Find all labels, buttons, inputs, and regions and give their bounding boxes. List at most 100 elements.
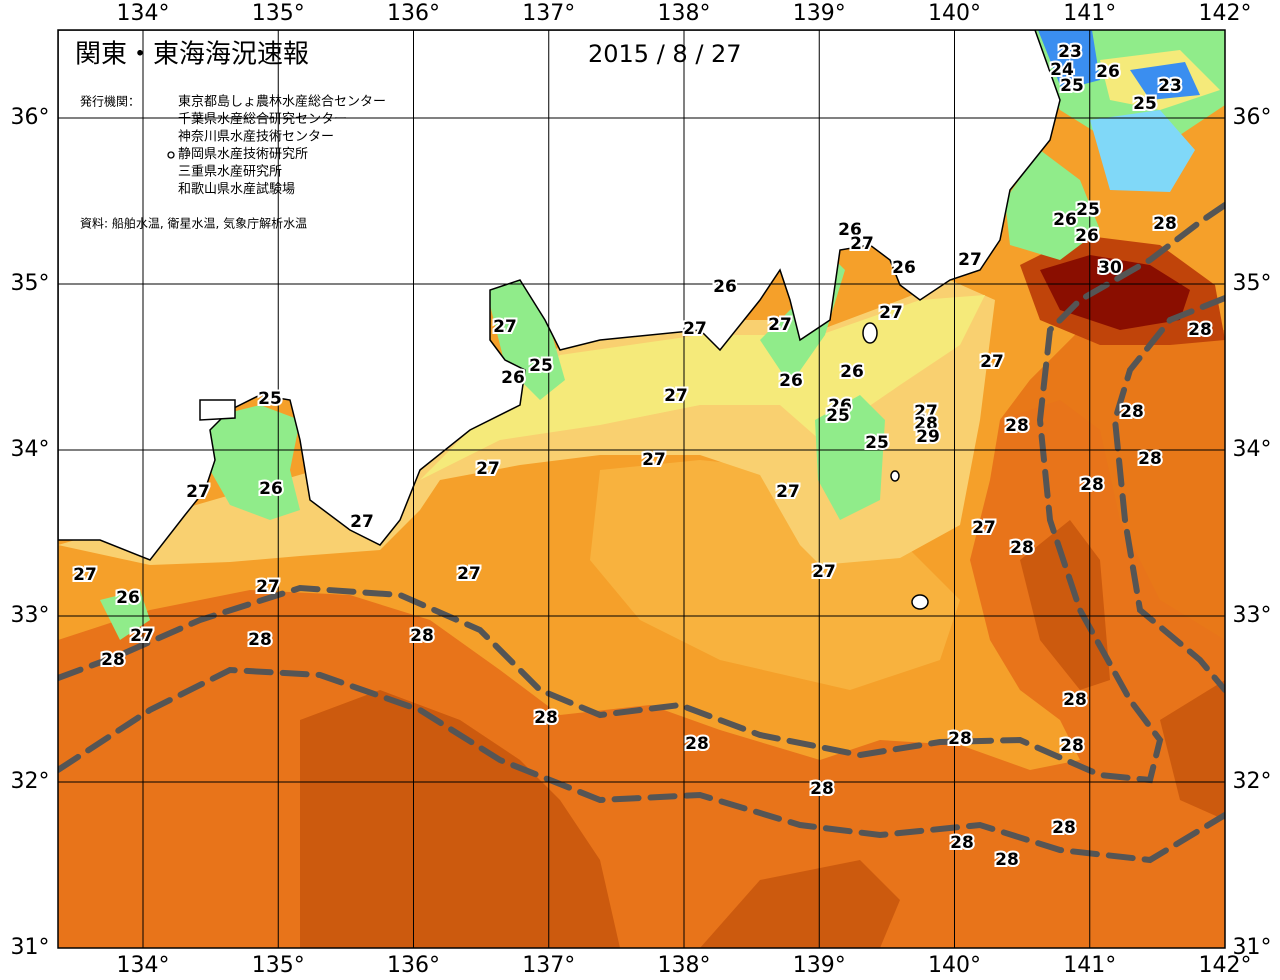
lon-label-bottom: 138° [658,953,711,978]
contour-label: 27 [776,482,800,502]
lon-label-top: 140° [928,1,981,26]
lat-label-left: 36° [11,105,50,130]
contour-label: 27 [457,564,481,584]
lon-label-top: 142° [1199,1,1252,26]
contour-label: 28 [1080,475,1104,495]
lat-label-left: 34° [11,437,50,462]
lon-label-top: 136° [387,1,440,26]
contour-label: 27 [642,450,666,470]
contour-label: 27 [256,577,280,597]
contour-label: 27 [186,482,210,502]
contour-label: 26 [501,368,525,388]
contour-label: 27 [958,250,982,270]
contour-label: 27 [493,317,517,337]
contour-label: 25 [1060,76,1084,96]
lat-label-left: 32° [11,769,50,794]
lon-label-bottom: 135° [252,953,305,978]
title: 関東・東海海況速報 [75,40,309,70]
agency: 三重県水産研究所 [178,164,282,180]
lon-label-bottom: 142° [1199,953,1252,978]
contour-label: 28 [1188,320,1212,340]
lat-label-right: 35° [1233,271,1272,296]
contour-label: 27 [850,234,874,254]
contour-label: 27 [768,315,792,335]
contour-label: 28 [1052,818,1076,838]
lon-label-top: 138° [658,1,711,26]
lat-label-left: 31° [11,935,50,960]
contour-label: 25 [865,433,889,453]
contour-label: 27 [683,319,707,339]
lat-label-left: 35° [11,271,50,296]
contour-label: 26 [116,588,140,608]
map-fills [58,30,1225,948]
contour-label: 25 [826,406,850,426]
contour-label: 27 [980,352,1004,372]
contour-label: 28 [1063,690,1087,710]
lon-label-bottom: 136° [387,953,440,978]
contour-label: 27 [73,565,97,585]
contour-label: 26 [713,277,737,297]
lat-label-right: 34° [1233,437,1272,462]
contour-label: 28 [534,708,558,728]
contour-label: 25 [1133,94,1157,114]
lat-label-right: 33° [1233,603,1272,628]
contour-label: 28 [1005,416,1029,436]
lon-label-top: 141° [1063,1,1116,26]
contour-label: 26 [840,362,864,382]
contour-label: 26 [259,479,283,499]
contour-label: 23 [1058,42,1082,62]
contour-label: 27 [350,512,374,532]
contour-label: 28 [685,734,709,754]
lon-label-bottom: 134° [117,953,170,978]
station-marker [167,151,175,159]
contour-label: 25 [258,389,282,409]
date: 2015 / 8 / 27 [588,40,742,68]
contour-label: 27 [476,459,500,479]
lon-label-top: 134° [117,1,170,26]
contour-label: 27 [130,626,154,646]
lon-label-top: 135° [252,1,305,26]
contour-label: 28 [1120,402,1144,422]
source: 資料: 船舶水温, 衛星水温, 気象庁解析水温 [80,216,307,231]
contour-label: 26 [838,220,862,240]
contour-label: 26 [779,371,803,391]
contour-label: 28 [914,414,938,434]
lat-label-left: 33° [11,603,50,628]
contour-label: 30 [1098,258,1122,278]
contour-label: 26 [1096,62,1120,82]
contour-label: 28 [948,729,972,749]
contour-label: 23 [1158,76,1182,96]
map-frame [57,29,1226,949]
contour-label: 24 [1050,60,1074,80]
lon-label-bottom: 139° [793,953,846,978]
agencies: 東京都島しょ農林水産総合センター千葉県水産総合研究センター神奈川県水産技術センタ… [178,94,386,198]
contour-label: 25 [1076,200,1100,220]
agency: 静岡県水産技術研究所 [178,146,308,162]
contour-label: 28 [410,626,434,646]
contour-label: 27 [879,303,903,323]
lon-label-bottom: 137° [522,953,575,978]
contour-label: 28 [1060,736,1084,756]
contour-label: 26 [1053,210,1077,230]
lat-label-right: 36° [1233,105,1272,130]
contour-label: 27 [914,402,938,422]
contour-label: 25 [529,356,553,376]
lon-label-top: 139° [793,1,846,26]
lat-label-right: 31° [1233,935,1272,960]
agency: 東京都島しょ農林水産総合センター [178,94,386,110]
contour-label: 28 [1010,538,1034,558]
contour-label: 28 [950,833,974,853]
contour-label: 29 [916,427,940,447]
contour-label: 28 [810,779,834,799]
agency: 千葉県水産総合研究センター [178,111,347,127]
lon-label-top: 137° [522,1,575,26]
contour-label: 27 [664,386,688,406]
contour-label: 27 [972,518,996,538]
lon-label-bottom: 140° [928,953,981,978]
lon-label-bottom: 141° [1063,953,1116,978]
agency: 和歌山県水産試験場 [178,181,295,197]
contour-label: 26 [1075,226,1099,246]
contour-label: 28 [1153,214,1177,234]
contour-label: 28 [248,630,272,650]
